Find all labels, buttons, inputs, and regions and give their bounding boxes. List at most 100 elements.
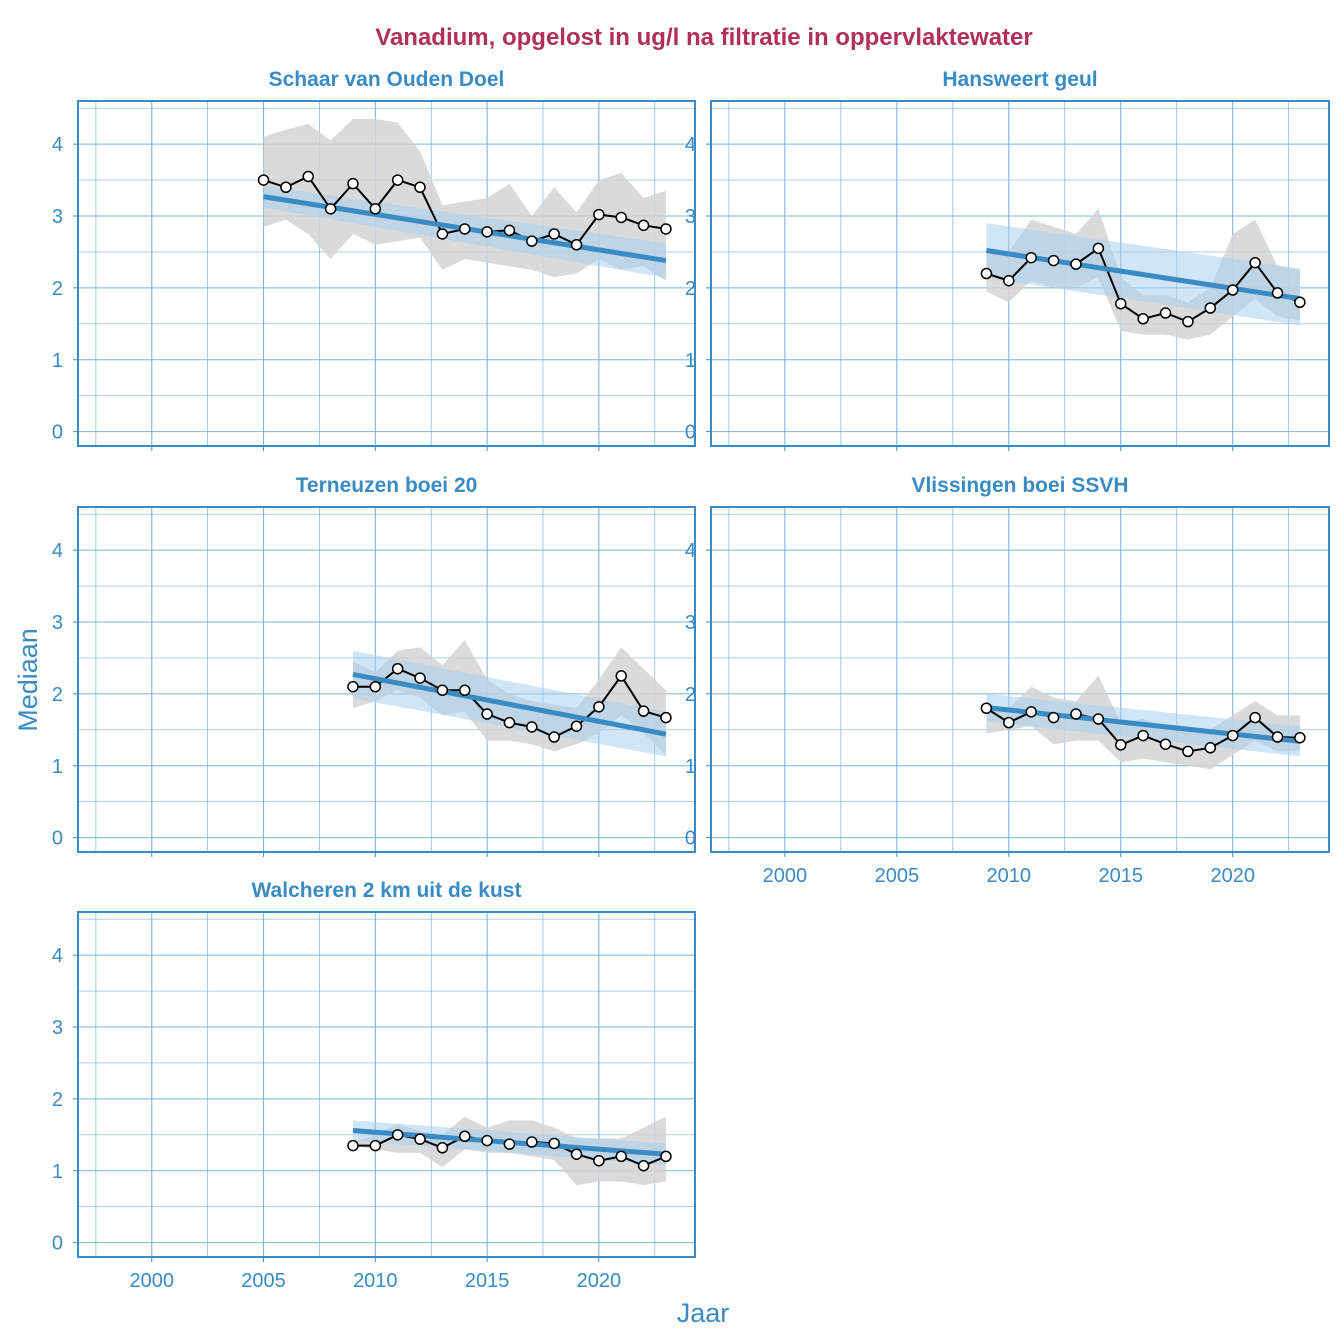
x-tick-label: 2000 [763, 865, 808, 887]
data-point [1159, 307, 1172, 319]
data-point [458, 1130, 471, 1142]
data-point [1226, 729, 1239, 742]
panel: Terneuzen boei 20 0 1 2 3 4 [52, 474, 696, 857]
data-point [548, 731, 560, 743]
data-point [660, 223, 672, 235]
y-tick-label: 2 [685, 684, 696, 706]
x-tick-label: 2015 [1099, 865, 1144, 887]
x-tick-label: 2005 [875, 865, 920, 887]
panel-border [710, 100, 1330, 447]
data-point [391, 1129, 404, 1141]
y-tick-label: 2 [685, 278, 696, 300]
y-tick-label: 3 [52, 206, 63, 228]
y-tick-label: 0 [685, 828, 696, 850]
y-tick-label: 0 [52, 1233, 63, 1255]
data-point [593, 208, 605, 221]
y-tick-label: 3 [52, 612, 63, 634]
data-point [1115, 739, 1127, 751]
data-point [1249, 711, 1261, 724]
data-point [1182, 745, 1194, 758]
panel-border [77, 911, 696, 1258]
data-point [436, 684, 449, 697]
y-tick-label: 0 [685, 422, 696, 444]
panel: Schaar van Ouden Doel 0 1 2 3 4 [52, 68, 696, 451]
facet-panels: Schaar van Ouden Doel 0 1 2 3 4 Hansweert geul… [52, 68, 1330, 1292]
data-point [347, 680, 359, 693]
data-point [481, 226, 493, 238]
x-tick-label: 2015 [465, 1270, 510, 1292]
data-point [503, 716, 516, 729]
data-point [570, 1148, 583, 1160]
panel: Vlissingen boei SSVH 0 1 2 3 4 2000 2005 2010 201… [685, 474, 1330, 887]
data-point [369, 203, 382, 215]
data-point [1092, 713, 1105, 725]
data-point [593, 701, 605, 713]
data-point [324, 203, 337, 215]
data-point [414, 181, 426, 193]
trend-line [352, 672, 667, 737]
data-point [593, 1154, 605, 1167]
data-point [414, 672, 426, 684]
data-point [1294, 296, 1306, 308]
y-tick-label: 3 [52, 1017, 63, 1039]
data-point [347, 177, 359, 190]
data-point [436, 1142, 449, 1154]
data-point [570, 239, 583, 251]
data-point [1137, 313, 1149, 325]
data-point [481, 1134, 493, 1147]
data-point [391, 662, 404, 675]
y-tick-label: 2 [52, 1089, 63, 1111]
data-point [1115, 297, 1127, 310]
data-point [1159, 738, 1172, 750]
data-point [1070, 708, 1082, 720]
y-tick-label: 3 [685, 206, 696, 228]
data-point [548, 1137, 560, 1150]
data-point [980, 702, 993, 714]
y-tick-label: 1 [685, 350, 696, 372]
data-point [615, 211, 627, 224]
data-point [1271, 731, 1284, 743]
y-tick-label: 2 [52, 684, 63, 706]
y-tick-label: 1 [685, 756, 696, 778]
data-point [526, 721, 538, 733]
x-tick-label: 2010 [353, 1270, 398, 1292]
data-point [436, 228, 449, 240]
data-point [481, 708, 493, 720]
data-point [503, 224, 516, 237]
data-point [1204, 742, 1217, 754]
panel-title: Schaar van Ouden Doel [269, 68, 505, 91]
chart-title: Vanadium, opgelost in ug/l na filtratie … [375, 24, 1032, 51]
data-point [1070, 258, 1082, 270]
data-point [1204, 302, 1217, 314]
trend-line [986, 248, 1301, 302]
panel-title: Terneuzen boei 20 [296, 474, 478, 497]
y-tick-label: 0 [52, 828, 63, 850]
panel-title: Hansweert geul [942, 68, 1097, 91]
data-point [1182, 315, 1194, 328]
data-point [660, 711, 672, 724]
x-tick-label: 2020 [577, 1270, 622, 1292]
x-tick-label: 2010 [987, 865, 1032, 887]
data-point [1137, 729, 1149, 742]
y-tick-label: 3 [685, 612, 696, 634]
data-point [615, 670, 627, 682]
data-point [347, 1139, 359, 1152]
data-point [615, 1150, 627, 1163]
data-point [503, 1138, 516, 1150]
data-point [526, 1136, 538, 1148]
y-tick-label: 4 [685, 134, 696, 156]
panel-title: Vlissingen boei SSVH [911, 474, 1128, 497]
data-point [280, 181, 292, 193]
y-tick-label: 4 [52, 540, 63, 562]
data-point [414, 1133, 426, 1145]
data-point [637, 1159, 650, 1172]
panel-title: Walcheren 2 km uit de kust [252, 879, 522, 902]
y-tick-label: 1 [52, 350, 63, 372]
data-point [369, 680, 382, 693]
y-tick-label: 4 [685, 540, 696, 562]
y-tick-label: 0 [52, 422, 63, 444]
data-point [302, 170, 315, 183]
data-point [1249, 256, 1261, 269]
data-point [1047, 711, 1060, 724]
